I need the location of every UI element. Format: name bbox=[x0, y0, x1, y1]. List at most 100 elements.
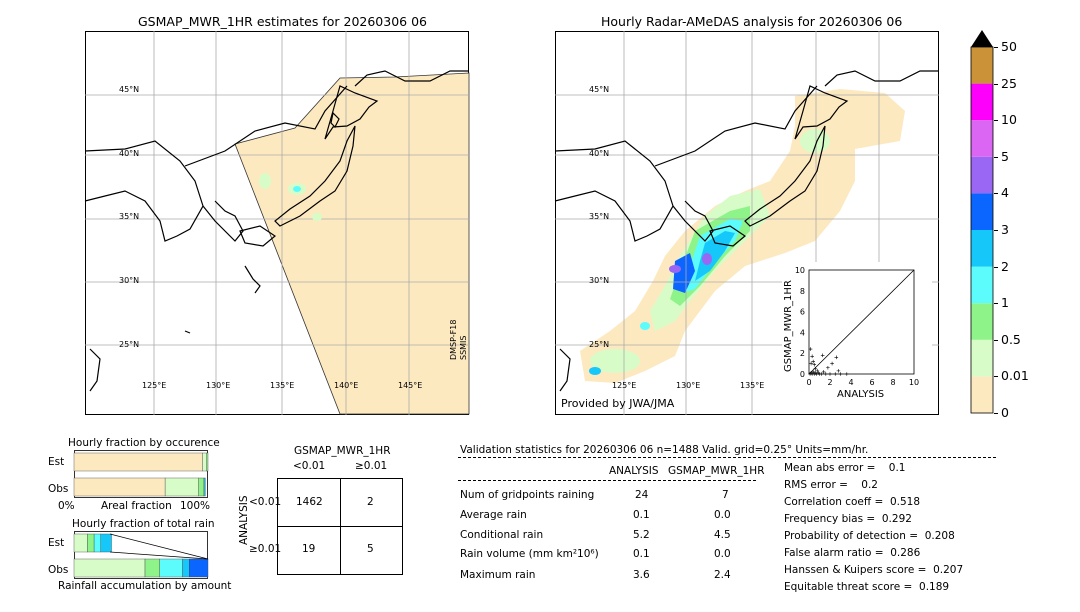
scatter-point bbox=[820, 353, 825, 358]
contingency-col-2: ≥0.01 bbox=[355, 460, 388, 472]
scatter-point bbox=[816, 371, 821, 375]
colorbar-tick bbox=[994, 413, 998, 414]
rain-fraction-bar-segment bbox=[189, 558, 209, 578]
right-lat-45: 45°N bbox=[589, 85, 610, 94]
right-lat-25: 25°N bbox=[589, 340, 610, 349]
satellite-label-1: DMSP-F18 bbox=[449, 319, 458, 360]
scatter-point bbox=[838, 372, 843, 376]
score-hk: Hanssen & Kuipers score = 0.207 bbox=[784, 564, 964, 576]
left-lon-130: 130°E bbox=[206, 381, 231, 390]
colorbar-segment bbox=[971, 230, 993, 267]
score-rms: RMS error = 0.2 bbox=[784, 479, 878, 491]
left-map-title: GSMAP_MWR_1HR estimates for 20260306 06 bbox=[138, 14, 427, 29]
rain-fraction-bar-segment bbox=[144, 558, 160, 578]
colorbar-tick bbox=[994, 376, 998, 378]
colorbar-tick-label: 2 bbox=[1001, 258, 1009, 274]
colorbar-segment bbox=[971, 193, 993, 230]
scatter-point bbox=[819, 372, 824, 376]
scatter-point bbox=[836, 369, 841, 373]
row-label: Conditional rain bbox=[460, 529, 544, 541]
scatter-point bbox=[824, 372, 828, 376]
rain-fraction-bar-segment bbox=[73, 558, 146, 578]
scatter-point bbox=[833, 372, 838, 376]
rain-fraction-chart bbox=[73, 531, 209, 579]
colorbar-segment bbox=[971, 83, 993, 121]
contingency-cell-21: 19 bbox=[302, 543, 316, 555]
left-lat-40: 40°N bbox=[119, 149, 140, 158]
validation-header: Validation statistics for 20260306 06 n=… bbox=[460, 444, 869, 456]
rain-fraction-bar-segment bbox=[100, 533, 112, 553]
rain-axis-label: Rainfall accumulation by amount bbox=[58, 580, 232, 592]
rain-fraction-bar-segment bbox=[159, 558, 183, 578]
scatter-y-tick: 8 bbox=[800, 287, 805, 296]
scatter-x-tick: 10 bbox=[909, 378, 919, 387]
occurrence-row-obs: Obs bbox=[48, 483, 69, 495]
scatter-y-tick: 10 bbox=[795, 266, 805, 275]
rain-fraction-link bbox=[109, 551, 209, 560]
left-lon-140: 140°E bbox=[334, 381, 359, 390]
row-analysis: 3.6 bbox=[633, 569, 650, 581]
colorbar-tick-label: 1 bbox=[1001, 295, 1009, 311]
scatter-point bbox=[811, 370, 815, 374]
occurrence-axis-right: 100% bbox=[180, 500, 211, 512]
score-ets: Equitable threat score = 0.189 bbox=[784, 581, 950, 593]
occurrence-chart bbox=[73, 450, 209, 498]
contingency-col-1: <0.01 bbox=[293, 460, 326, 472]
scatter-x-tick: 8 bbox=[890, 378, 895, 387]
colorbar-segment bbox=[971, 339, 993, 377]
scatter-point bbox=[811, 359, 815, 364]
row-gsmap: 2.4 bbox=[714, 569, 731, 581]
colorbar-tick-label: 0.01 bbox=[1001, 368, 1029, 384]
score-pod: Probability of detection = 0.208 bbox=[784, 530, 955, 542]
occurrence-bar-segment bbox=[198, 477, 205, 497]
scatter-x-tick: 2 bbox=[827, 378, 832, 387]
scatter-point bbox=[810, 354, 814, 359]
colorbar-tick bbox=[994, 120, 998, 122]
rain-fraction-link bbox=[109, 533, 209, 560]
rain-title: Hourly fraction of total rain bbox=[72, 518, 215, 530]
left-lat-35: 35°N bbox=[119, 212, 140, 221]
colorbar-tick-label: 25 bbox=[1001, 75, 1017, 91]
score-mae: Mean abs error = 0.1 bbox=[784, 462, 906, 474]
scatter-point bbox=[814, 372, 819, 376]
validation-col-analysis: ANALYSIS bbox=[609, 465, 659, 477]
scatter-diagonal bbox=[808, 269, 915, 375]
right-map-title: Hourly Radar-AMeDAS analysis for 2026030… bbox=[601, 14, 903, 29]
colorbar-segment bbox=[971, 156, 993, 194]
validation-col-rule bbox=[458, 480, 756, 481]
contingency-cell-12: 2 bbox=[367, 496, 374, 508]
colorbar-segment bbox=[971, 120, 993, 157]
swath-coverage bbox=[234, 72, 470, 415]
satellite-label-2: SSMIS bbox=[459, 335, 468, 361]
scatter-y-tick: 0 bbox=[800, 370, 805, 379]
contingency-cell-11: 1462 bbox=[296, 496, 323, 508]
scatter-point bbox=[808, 347, 813, 351]
colorbar-tick-label: 0.5 bbox=[1001, 331, 1021, 347]
left-lat-30: 30°N bbox=[119, 276, 140, 285]
scatter-x-tick: 0 bbox=[806, 378, 811, 387]
scatter-point bbox=[845, 372, 849, 376]
scatter-point bbox=[828, 372, 832, 376]
occurrence-bar-segment bbox=[73, 477, 166, 497]
right-lon-125: 125°E bbox=[612, 381, 637, 390]
score-far: False alarm ratio = 0.286 bbox=[784, 547, 921, 559]
contingency-title: GSMAP_MWR_1HR bbox=[294, 445, 391, 457]
left-lon-145: 145°E bbox=[398, 381, 423, 390]
provided-by: Provided by JWA/JMA bbox=[561, 397, 675, 410]
colorbar-tick bbox=[994, 47, 998, 48]
left-lat-45: 45°N bbox=[119, 85, 140, 94]
scatter-point bbox=[815, 369, 820, 373]
occurrence-bar-segment bbox=[73, 452, 203, 472]
left-lon-125: 125°E bbox=[142, 381, 167, 390]
scatter-x-tick: 6 bbox=[869, 378, 874, 387]
score-freq-bias: Frequency bias = 0.292 bbox=[784, 513, 912, 525]
colorbar-tick bbox=[994, 339, 998, 341]
scatter-point bbox=[826, 365, 830, 370]
scatter-x-tick: 4 bbox=[848, 378, 853, 387]
colorbar-frame bbox=[970, 46, 994, 414]
colorbar-tick bbox=[994, 193, 998, 195]
right-lon-130: 130°E bbox=[676, 381, 701, 390]
left-lon-135: 135°E bbox=[270, 381, 295, 390]
colorbar-tick bbox=[994, 303, 998, 305]
colorbar bbox=[970, 30, 994, 414]
